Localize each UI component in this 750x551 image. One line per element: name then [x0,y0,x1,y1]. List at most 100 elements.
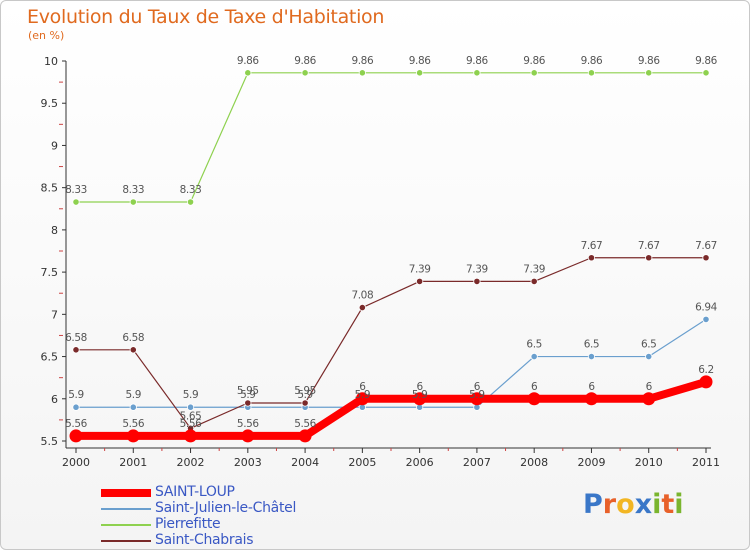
x-tick-label: 2008 [520,456,548,469]
data-label-saint-julien-le-chatel: 6.5 [526,339,542,351]
data-point-saint-julien-le-chatel [645,352,653,361]
data-point-pierrefitte [186,198,195,206]
chart-title: Evolution du Taux de Taxe d'Habitation [27,6,385,28]
data-label-pierrefitte: 9.86 [581,55,603,67]
data-point-saint-loup [699,375,713,389]
data-label-saint-julien-le-chatel: 5.9 [183,389,199,401]
y-tick-label: 6.5 [41,351,59,364]
data-point-saint-loup [584,392,598,406]
data-label-pierrefitte: 8.33 [122,184,144,196]
data-label-pierrefitte: 9.86 [409,55,431,67]
data-label-saint-loup: 6 [531,381,538,393]
data-point-saint-loup [413,392,427,406]
data-label-saint-loup: 6 [588,381,595,393]
data-label-saint-julien-le-chatel: 5.9 [297,389,313,401]
data-point-saint-julien-le-chatel [530,352,538,361]
data-label-saint-loup: 5.56 [237,418,259,430]
series-line-saint-chabrais [75,257,707,429]
data-label-saint-julien-le-chatel: 6.94 [695,301,717,313]
chart-data-labels: 5.9 5.9 5.9 5.9 5.9 5.9 5.9 5.9 6.5 6.5 6.5 6.94 8.3… [65,55,718,430]
y-tick-label: 5.5 [41,435,59,448]
data-label-saint-loup: 6 [416,381,423,393]
x-tick-label: 2001 [119,456,147,469]
data-point-saint-chabrais [244,399,252,407]
data-point-saint-loup [298,429,312,443]
y-tick-label: 8.5 [41,182,59,195]
data-label-saint-chabrais: 7.67 [638,240,660,252]
data-label-saint-loup: 5.56 [180,418,202,430]
data-label-pierrefitte: 9.86 [466,55,488,67]
y-tick-label: 9 [51,139,58,152]
data-label-saint-loup: 6 [359,381,366,393]
data-point-pierrefitte [72,198,80,206]
data-label-pierrefitte: 9.86 [351,55,373,67]
data-label-pierrefitte: 9.86 [294,55,316,67]
data-label-pierrefitte: 8.33 [180,184,202,196]
data-label-saint-chabrais: 7.39 [466,263,488,275]
legend-label: SAINT-LOUP [155,484,235,500]
data-point-saint-chabrais [587,254,596,262]
legend-label: Saint-Chabrais [155,532,254,548]
y-tick-label: 6 [51,393,58,406]
x-tick-label: 2002 [177,456,205,469]
y-tick-label: 7.5 [41,266,59,279]
data-label-saint-loup: 6 [474,381,481,393]
data-point-saint-julien-le-chatel [72,403,80,411]
y-tick-label: 7 [51,308,58,321]
data-label-pierrefitte: 9.86 [523,55,545,67]
legend-swatch [101,524,151,526]
data-point-pierrefitte [473,69,481,77]
data-point-pierrefitte [301,69,309,77]
data-label-saint-julien-le-chatel: 5.9 [469,389,485,401]
series-line-saint-loup [72,377,710,440]
data-label-pierrefitte: 9.86 [237,55,259,67]
chart-legend: SAINT-LOUP Saint-Julien-le-Châtel Pierrefi… [101,484,361,549]
legend-label: Pierrefitte [155,516,221,532]
chart-series [69,69,713,443]
data-label-saint-chabrais: 5.65 [180,410,202,422]
x-tick-label: 2003 [234,456,262,469]
data-point-saint-chabrais [530,277,538,285]
legend-label: Saint-Julien-le-Châtel [155,500,297,516]
data-label-saint-julien-le-chatel: 5.9 [355,389,371,401]
legend-swatch [101,508,151,510]
logo-letter: i [674,489,684,520]
data-point-pierrefitte [702,69,710,77]
x-tick-label: 2000 [62,456,90,469]
data-point-saint-loup [642,392,656,406]
data-label-saint-loup: 5.56 [294,418,316,430]
data-label-saint-chabrais: 5.95 [294,385,316,397]
data-label-saint-julien-le-chatel: 6.5 [641,339,657,351]
proxiti-logo: Proxiti [583,489,684,520]
y-tick-label: 8 [51,224,58,237]
data-point-saint-chabrais [473,277,481,285]
logo-letter: x [634,489,653,520]
data-point-saint-loup [527,392,541,406]
legend-item-saint-julien-le-chatel: Saint-Julien-le-Châtel [101,500,361,517]
logo-letter: P [583,489,603,520]
data-point-pierrefitte [358,69,366,77]
data-label-saint-loup: 5.56 [65,418,87,430]
data-label-saint-julien-le-chatel: 6.5 [584,339,600,351]
x-tick-label: 2010 [635,456,663,469]
data-label-pierrefitte: 9.86 [695,55,717,67]
data-point-pierrefitte [530,69,538,77]
data-label-saint-julien-le-chatel: 5.9 [240,389,256,401]
series-line-pierrefitte [75,72,707,203]
data-point-saint-loup [69,429,83,443]
data-label-saint-chabrais: 7.67 [581,240,603,252]
data-point-saint-julien-le-chatel [129,403,137,411]
data-label-saint-julien-le-chatel: 5.9 [126,389,142,401]
x-tick-label: 2006 [406,456,434,469]
data-label-saint-loup: 5.56 [122,418,144,430]
data-label-saint-chabrais: 7.39 [523,263,545,275]
legend-item-saint-chabrais: Saint-Chabrais [101,532,361,549]
data-point-saint-chabrais [129,346,137,354]
data-point-saint-chabrais [301,399,309,407]
data-point-pierrefitte [587,69,596,77]
legend-swatch [101,489,151,497]
data-label-saint-chabrais: 7.08 [351,290,373,302]
